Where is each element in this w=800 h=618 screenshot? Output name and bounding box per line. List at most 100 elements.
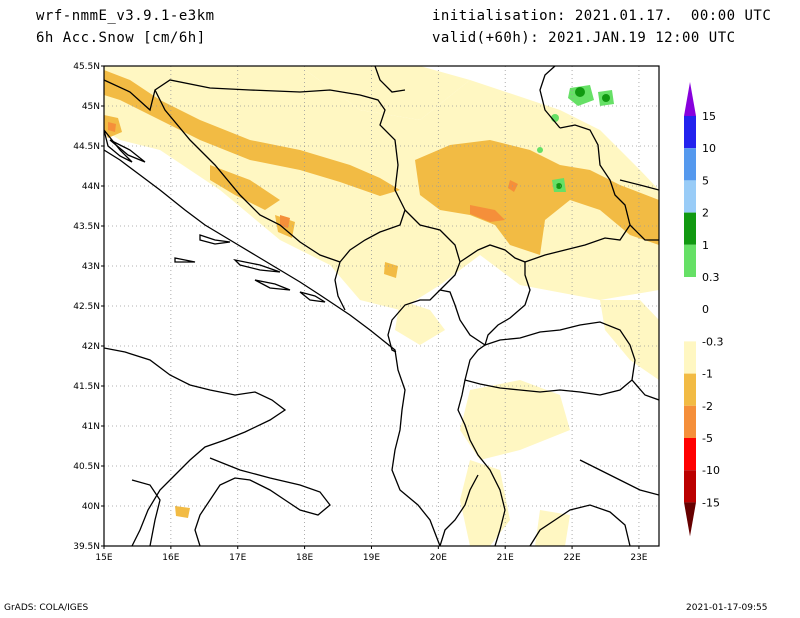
colorbar-bottom-arrow <box>684 502 696 537</box>
border <box>457 321 636 546</box>
island <box>254 279 291 291</box>
island <box>199 234 231 245</box>
lat-label: 42.5N <box>73 302 100 312</box>
colorbar-swatch <box>684 309 696 342</box>
snow-green-spot <box>537 147 543 153</box>
island <box>233 258 281 273</box>
border <box>439 474 479 546</box>
valid-time: valid(+60h): 2021.JAN.19 12:00 UTC <box>432 30 736 46</box>
snow-green-spot <box>602 94 610 102</box>
colorbar-label: -10 <box>702 464 720 477</box>
lat-label: 44N <box>82 182 100 192</box>
border <box>464 344 486 381</box>
lon-label: 21E <box>497 553 514 563</box>
colorbar-swatch <box>684 470 696 503</box>
border <box>387 209 461 353</box>
coastlines-borders <box>104 66 659 546</box>
coastline <box>104 149 441 546</box>
colorbar-top-arrow <box>684 82 696 116</box>
snow-light-area <box>460 460 510 546</box>
colorbar-label: -5 <box>702 432 713 445</box>
coastline <box>131 479 161 546</box>
snow-light-area <box>460 380 570 460</box>
field-title: 6h Acc.Snow [cm/6h] <box>36 30 206 46</box>
lat-label: 45.5N <box>73 62 100 72</box>
border <box>154 89 341 263</box>
border <box>539 66 561 129</box>
lat-label: 41N <box>82 422 100 432</box>
colorbar-label: -2 <box>702 400 713 413</box>
lon-label: 20E <box>430 553 447 563</box>
snow-mid-band <box>415 140 659 255</box>
snow-heavy-spot <box>470 205 505 222</box>
colorbar-label: 15 <box>702 110 716 123</box>
lat-label: 44.5N <box>73 142 100 152</box>
island <box>299 291 326 303</box>
snow-green-spot <box>575 87 585 97</box>
model-title: wrf-nmmE_v3.9.1-e3km <box>36 8 215 24</box>
snow-mid-band <box>210 165 280 210</box>
lat-label: 40N <box>82 502 100 512</box>
colorbar-swatch <box>684 180 696 213</box>
colorbar-label: 10 <box>702 142 716 155</box>
colorbar-swatch <box>684 373 696 406</box>
snow-heavy-spot <box>280 215 290 228</box>
snow-shading <box>104 66 659 546</box>
border <box>524 124 631 263</box>
footer-timestamp: 2021-01-17-09:55 <box>686 603 768 613</box>
border <box>374 66 406 93</box>
init-time: initialisation: 2021.01.17. 00:00 UTC <box>432 8 772 24</box>
lon-label: 23E <box>630 553 647 563</box>
border <box>629 224 659 241</box>
snow-light-area <box>395 300 445 345</box>
colorbar-swatch <box>684 341 696 374</box>
snow-mid-band <box>384 262 398 278</box>
colorbar-label: 0 <box>702 303 709 316</box>
coastline <box>194 457 331 546</box>
coastline <box>579 459 659 496</box>
colorbar-label: -0.3 <box>702 335 723 348</box>
lon-label: 17E <box>229 553 246 563</box>
border <box>439 244 531 347</box>
snow-green-spot <box>556 183 562 189</box>
lon-label: 18E <box>296 553 313 563</box>
coastline <box>529 504 631 546</box>
border <box>104 79 406 311</box>
colorbar: 15 10 5 2 1 0.3 0 -0.3 -1 -2 -5 -10 -15 <box>684 82 723 537</box>
island <box>109 139 146 163</box>
lat-label: 43N <box>82 262 100 272</box>
colorbar-label: 0.3 <box>702 271 720 284</box>
lat-label: 45N <box>82 102 100 112</box>
colorbar-swatch <box>684 244 696 277</box>
colorbar-swatch <box>684 148 696 181</box>
longitude-labels: 15E 16E 17E 18E 19E 20E 21E 22E 23E <box>95 546 648 563</box>
grads-credit: GrADS: COLA/IGES <box>4 603 89 613</box>
lat-label: 43.5N <box>73 222 100 232</box>
colorbar-label: 5 <box>702 174 709 187</box>
snow-mid-band <box>175 506 190 518</box>
lon-label: 19E <box>363 553 380 563</box>
colorbar-label: 2 <box>702 207 709 220</box>
colorbar-label: -1 <box>702 368 713 381</box>
colorbar-swatch <box>684 277 696 310</box>
colorbar-label: 1 <box>702 239 709 252</box>
colorbar-label: -15 <box>702 496 720 509</box>
lon-label: 16E <box>162 553 179 563</box>
island <box>174 257 196 263</box>
lon-label: 15E <box>95 553 112 563</box>
lat-label: 40.5N <box>73 462 100 472</box>
lat-label: 41.5N <box>73 382 100 392</box>
lat-label: 39.5N <box>73 542 100 552</box>
colorbar-swatch <box>684 438 696 471</box>
colorbar-swatch <box>684 212 696 245</box>
snow-light-area <box>535 510 570 546</box>
latitude-labels: 45.5N 45N 44.5N 44N 43.5N 43N 42.5N 42N 41.5N 41N… <box>73 62 104 552</box>
coastline <box>104 347 287 546</box>
border <box>631 379 659 401</box>
snow-heavy-spot <box>108 122 116 132</box>
lon-label: 22E <box>564 553 581 563</box>
snow-light-area <box>600 300 659 380</box>
lat-label: 42N <box>82 342 100 352</box>
border <box>619 179 659 191</box>
